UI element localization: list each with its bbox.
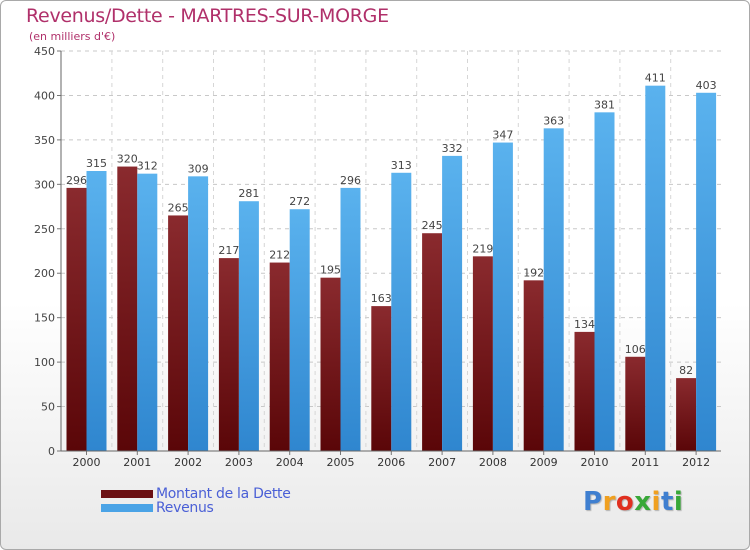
bar-dette-2003 <box>218 258 239 451</box>
bar-dette-2009 <box>523 280 544 451</box>
y-tick-label: 350 <box>34 134 55 147</box>
x-tick-label: 2002 <box>174 456 202 469</box>
logo-letter: o <box>615 487 635 517</box>
legend-swatch-dette <box>101 490 153 498</box>
label-dette-2006: 163 <box>371 292 392 305</box>
label-dette-2008: 219 <box>472 242 493 255</box>
label-revenus-2003: 281 <box>238 187 259 200</box>
label-dette-2011: 106 <box>625 343 646 356</box>
label-revenus-2002: 309 <box>188 162 209 175</box>
logo-letter: P <box>583 487 603 517</box>
bar-revenus-2007 <box>442 155 463 451</box>
label-dette-2003: 217 <box>218 244 239 257</box>
bar-revenus-2009 <box>543 128 564 451</box>
bar-dette-2006 <box>371 306 392 451</box>
proxiti-logo: Proxiti <box>583 487 683 517</box>
x-tick-label: 2000 <box>73 456 101 469</box>
label-dette-2012: 82 <box>679 364 693 377</box>
label-revenus-2005: 296 <box>340 174 361 187</box>
x-tick-label: 2007 <box>428 456 456 469</box>
legend-label-revenus: Revenus <box>156 500 214 516</box>
bar-revenus-2004 <box>289 209 310 451</box>
y-tick-label: 200 <box>34 267 55 280</box>
label-dette-2001: 320 <box>117 153 138 166</box>
bar-dette-2005 <box>320 277 341 451</box>
label-revenus-2006: 313 <box>391 159 412 172</box>
y-tick-label: 150 <box>34 312 55 325</box>
label-revenus-2012: 403 <box>696 79 717 92</box>
x-tick-label: 2008 <box>479 456 507 469</box>
bar-dette-2004 <box>269 262 290 451</box>
label-dette-2010: 134 <box>574 318 595 331</box>
chart-title: Revenus/Dette - MARTRES-SUR-MORGE <box>26 5 389 27</box>
legend-label-dette: Montant de la Dette <box>156 486 291 502</box>
bar-revenus-2000 <box>86 171 107 451</box>
label-dette-2000: 296 <box>66 174 87 187</box>
x-tick-label: 2003 <box>225 456 253 469</box>
x-tick-label: 2001 <box>123 456 151 469</box>
bar-dette-2008 <box>472 256 493 451</box>
logo-letter: i <box>673 487 684 517</box>
label-revenus-2004: 272 <box>289 195 310 208</box>
label-revenus-2008: 347 <box>492 129 513 142</box>
label-dette-2005: 195 <box>320 264 341 277</box>
label-dette-2007: 245 <box>422 219 443 232</box>
x-tick-label: 2010 <box>581 456 609 469</box>
bar-dette-2000 <box>66 187 87 451</box>
logo-letter: x <box>634 487 652 517</box>
label-revenus-2000: 315 <box>86 157 107 170</box>
bar-dette-2007 <box>422 233 443 451</box>
x-tick-label: 2006 <box>377 456 405 469</box>
logo-letter: t <box>660 487 674 517</box>
bar-dette-2011 <box>625 356 646 451</box>
x-tick-label: 2005 <box>327 456 355 469</box>
label-dette-2009: 192 <box>523 266 544 279</box>
y-tick-label: 450 <box>34 45 55 58</box>
label-revenus-2009: 363 <box>543 114 564 127</box>
x-tick-label: 2012 <box>682 456 710 469</box>
y-tick-label: 400 <box>34 89 55 102</box>
bar-revenus-2010 <box>594 112 615 451</box>
x-tick-label: 2011 <box>631 456 659 469</box>
label-revenus-2010: 381 <box>594 98 615 111</box>
x-tick-label: 2009 <box>530 456 558 469</box>
bar-revenus-2002 <box>188 176 209 452</box>
bars <box>66 85 717 452</box>
y-tick-label: 300 <box>34 178 55 191</box>
y-tick-label: 100 <box>34 356 55 369</box>
label-dette-2004: 212 <box>269 249 290 262</box>
bar-revenus-2011 <box>645 85 666 452</box>
axes: 0 50 100 150 200 250 300 350 400 450 2000 2001 2002 2… <box>34 45 721 469</box>
y-tick-label: 50 <box>41 401 55 414</box>
bar-dette-2012 <box>676 378 697 451</box>
label-revenus-2001: 312 <box>137 160 158 173</box>
label-revenus-2007: 332 <box>442 142 463 155</box>
y-tick-label: 250 <box>34 223 55 236</box>
bar-dette-2001 <box>117 166 138 452</box>
chart-subtitle: (en milliers d'€) <box>29 30 116 43</box>
label-revenus-2011: 411 <box>645 72 666 85</box>
bar-dette-2010 <box>574 331 595 451</box>
grid-lines <box>61 50 721 451</box>
bar-revenus-2003 <box>238 201 259 451</box>
bar-revenus-2001 <box>137 173 158 451</box>
x-tick-label: 2004 <box>276 456 304 469</box>
bar-dette-2002 <box>168 215 189 451</box>
logo-letter: r <box>602 487 616 517</box>
bar-revenus-2008 <box>492 142 513 452</box>
y-tick-label: 0 <box>48 445 55 458</box>
bar-revenus-2006 <box>391 172 412 451</box>
logo-letter: i <box>651 487 661 517</box>
bar-revenus-2012 <box>696 92 717 452</box>
label-dette-2002: 265 <box>168 201 189 214</box>
bar-revenus-2005 <box>340 187 361 451</box>
legend-swatch-revenus <box>101 504 153 512</box>
